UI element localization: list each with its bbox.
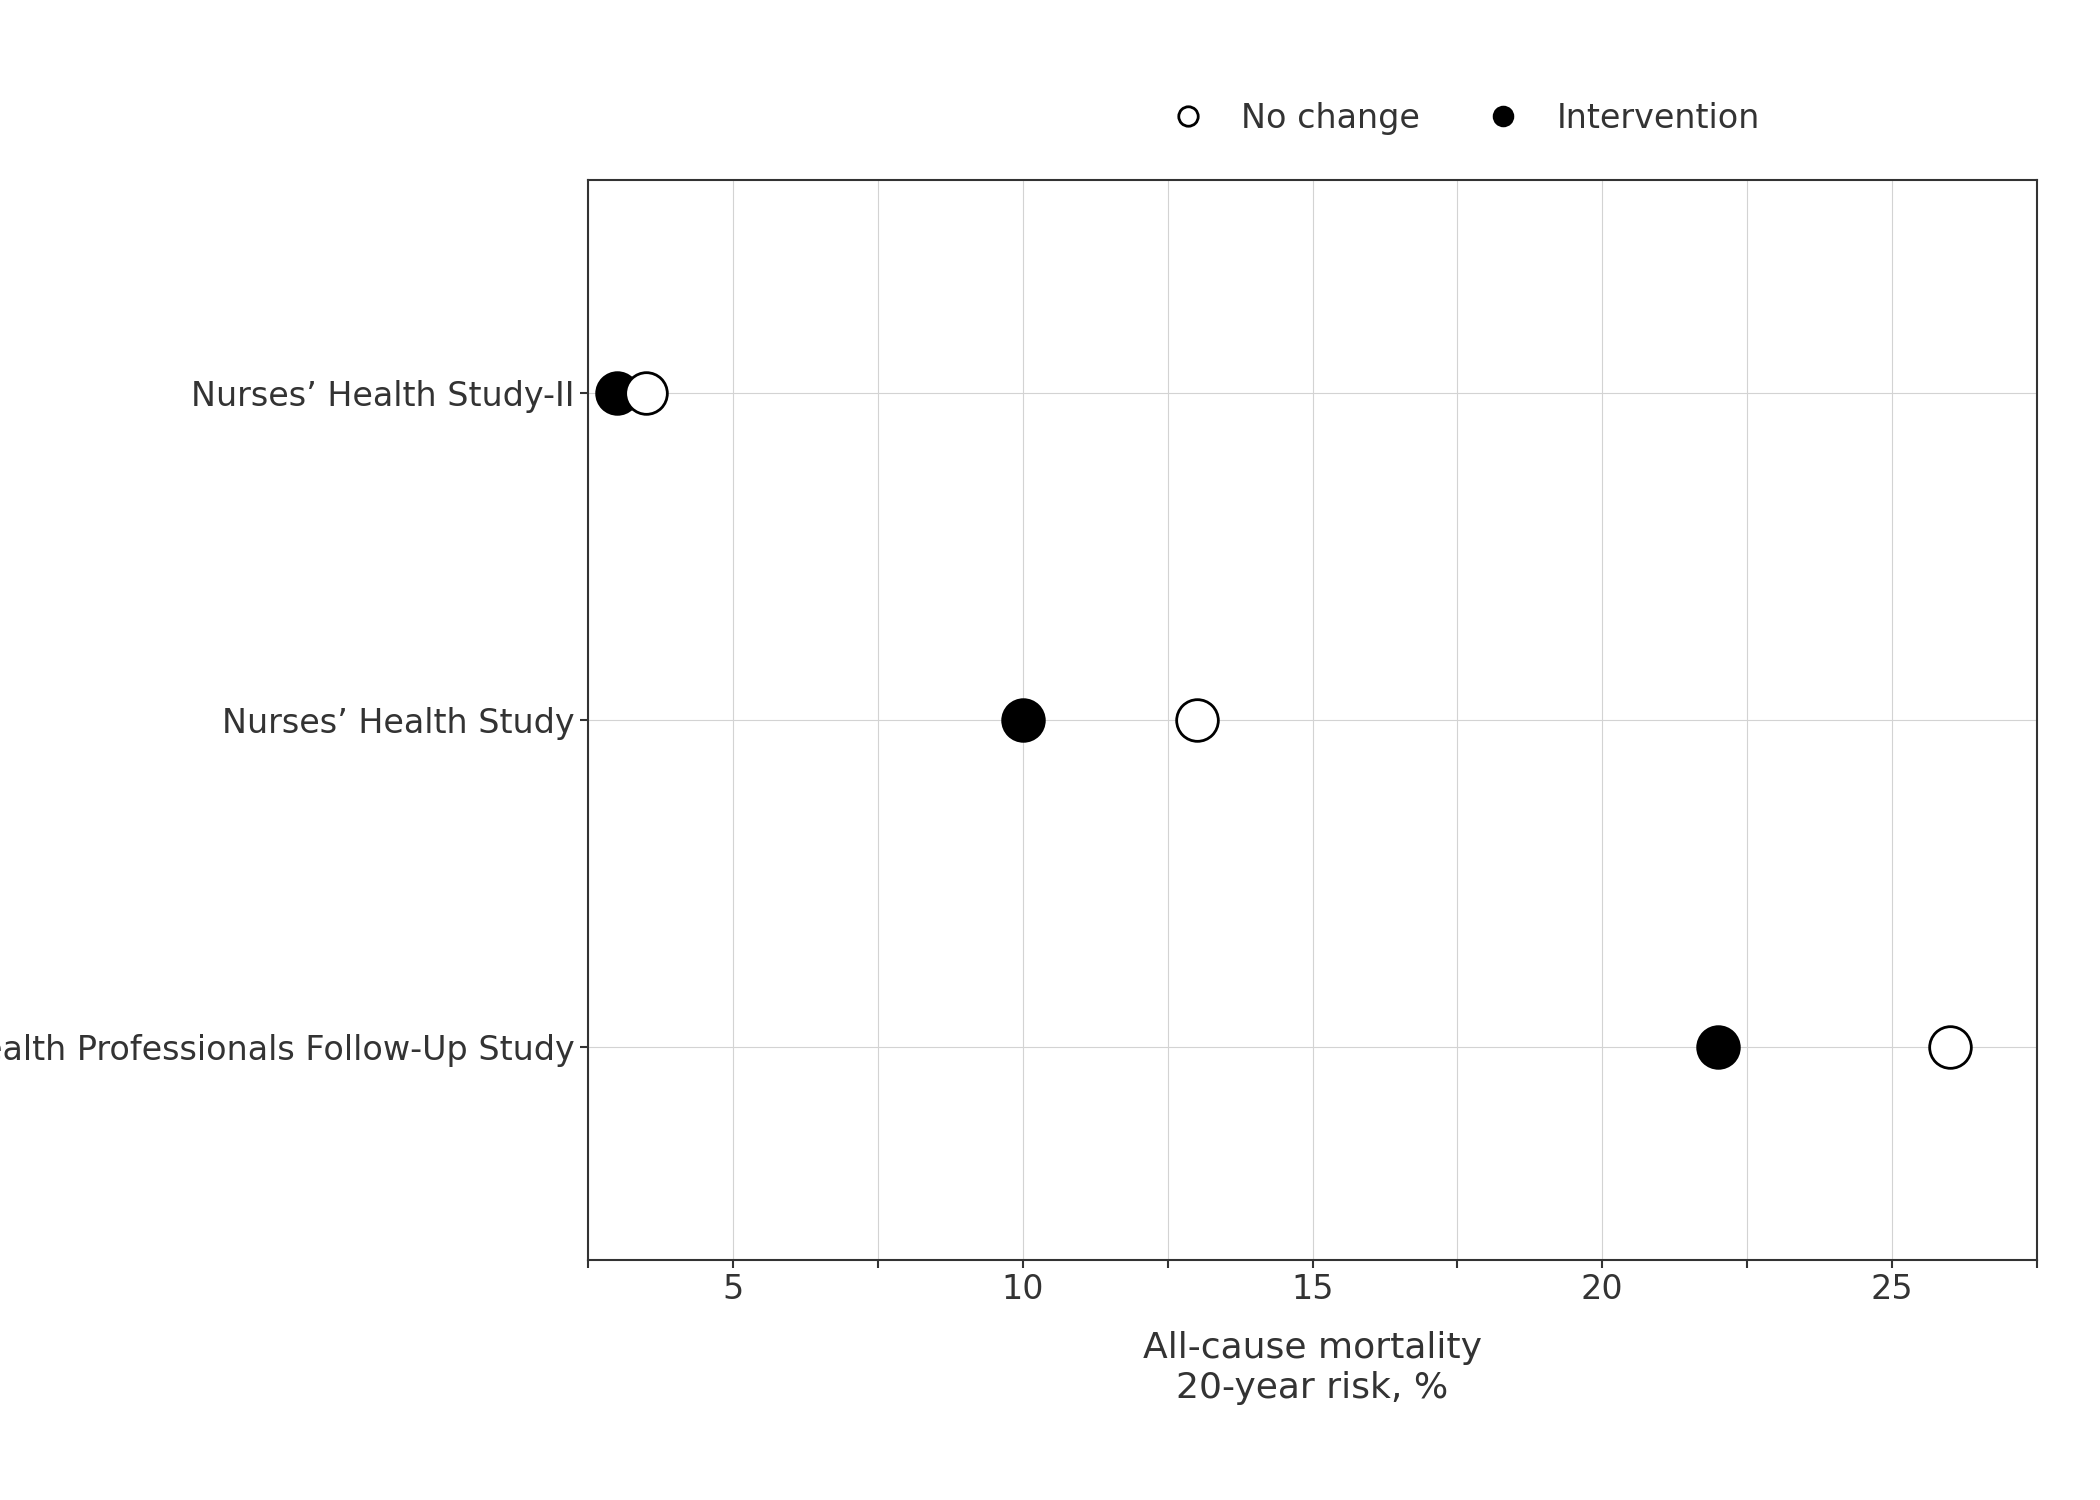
- X-axis label: All-cause mortality
20-year risk, %: All-cause mortality 20-year risk, %: [1142, 1330, 1483, 1404]
- Point: [1701, 1035, 1735, 1059]
- Point: [1006, 708, 1040, 732]
- Point: [1180, 708, 1214, 732]
- Point: [601, 381, 634, 405]
- Point: [630, 381, 664, 405]
- Legend: No change, Intervention: No change, Intervention: [1140, 88, 1774, 148]
- Point: [1934, 1035, 1968, 1059]
